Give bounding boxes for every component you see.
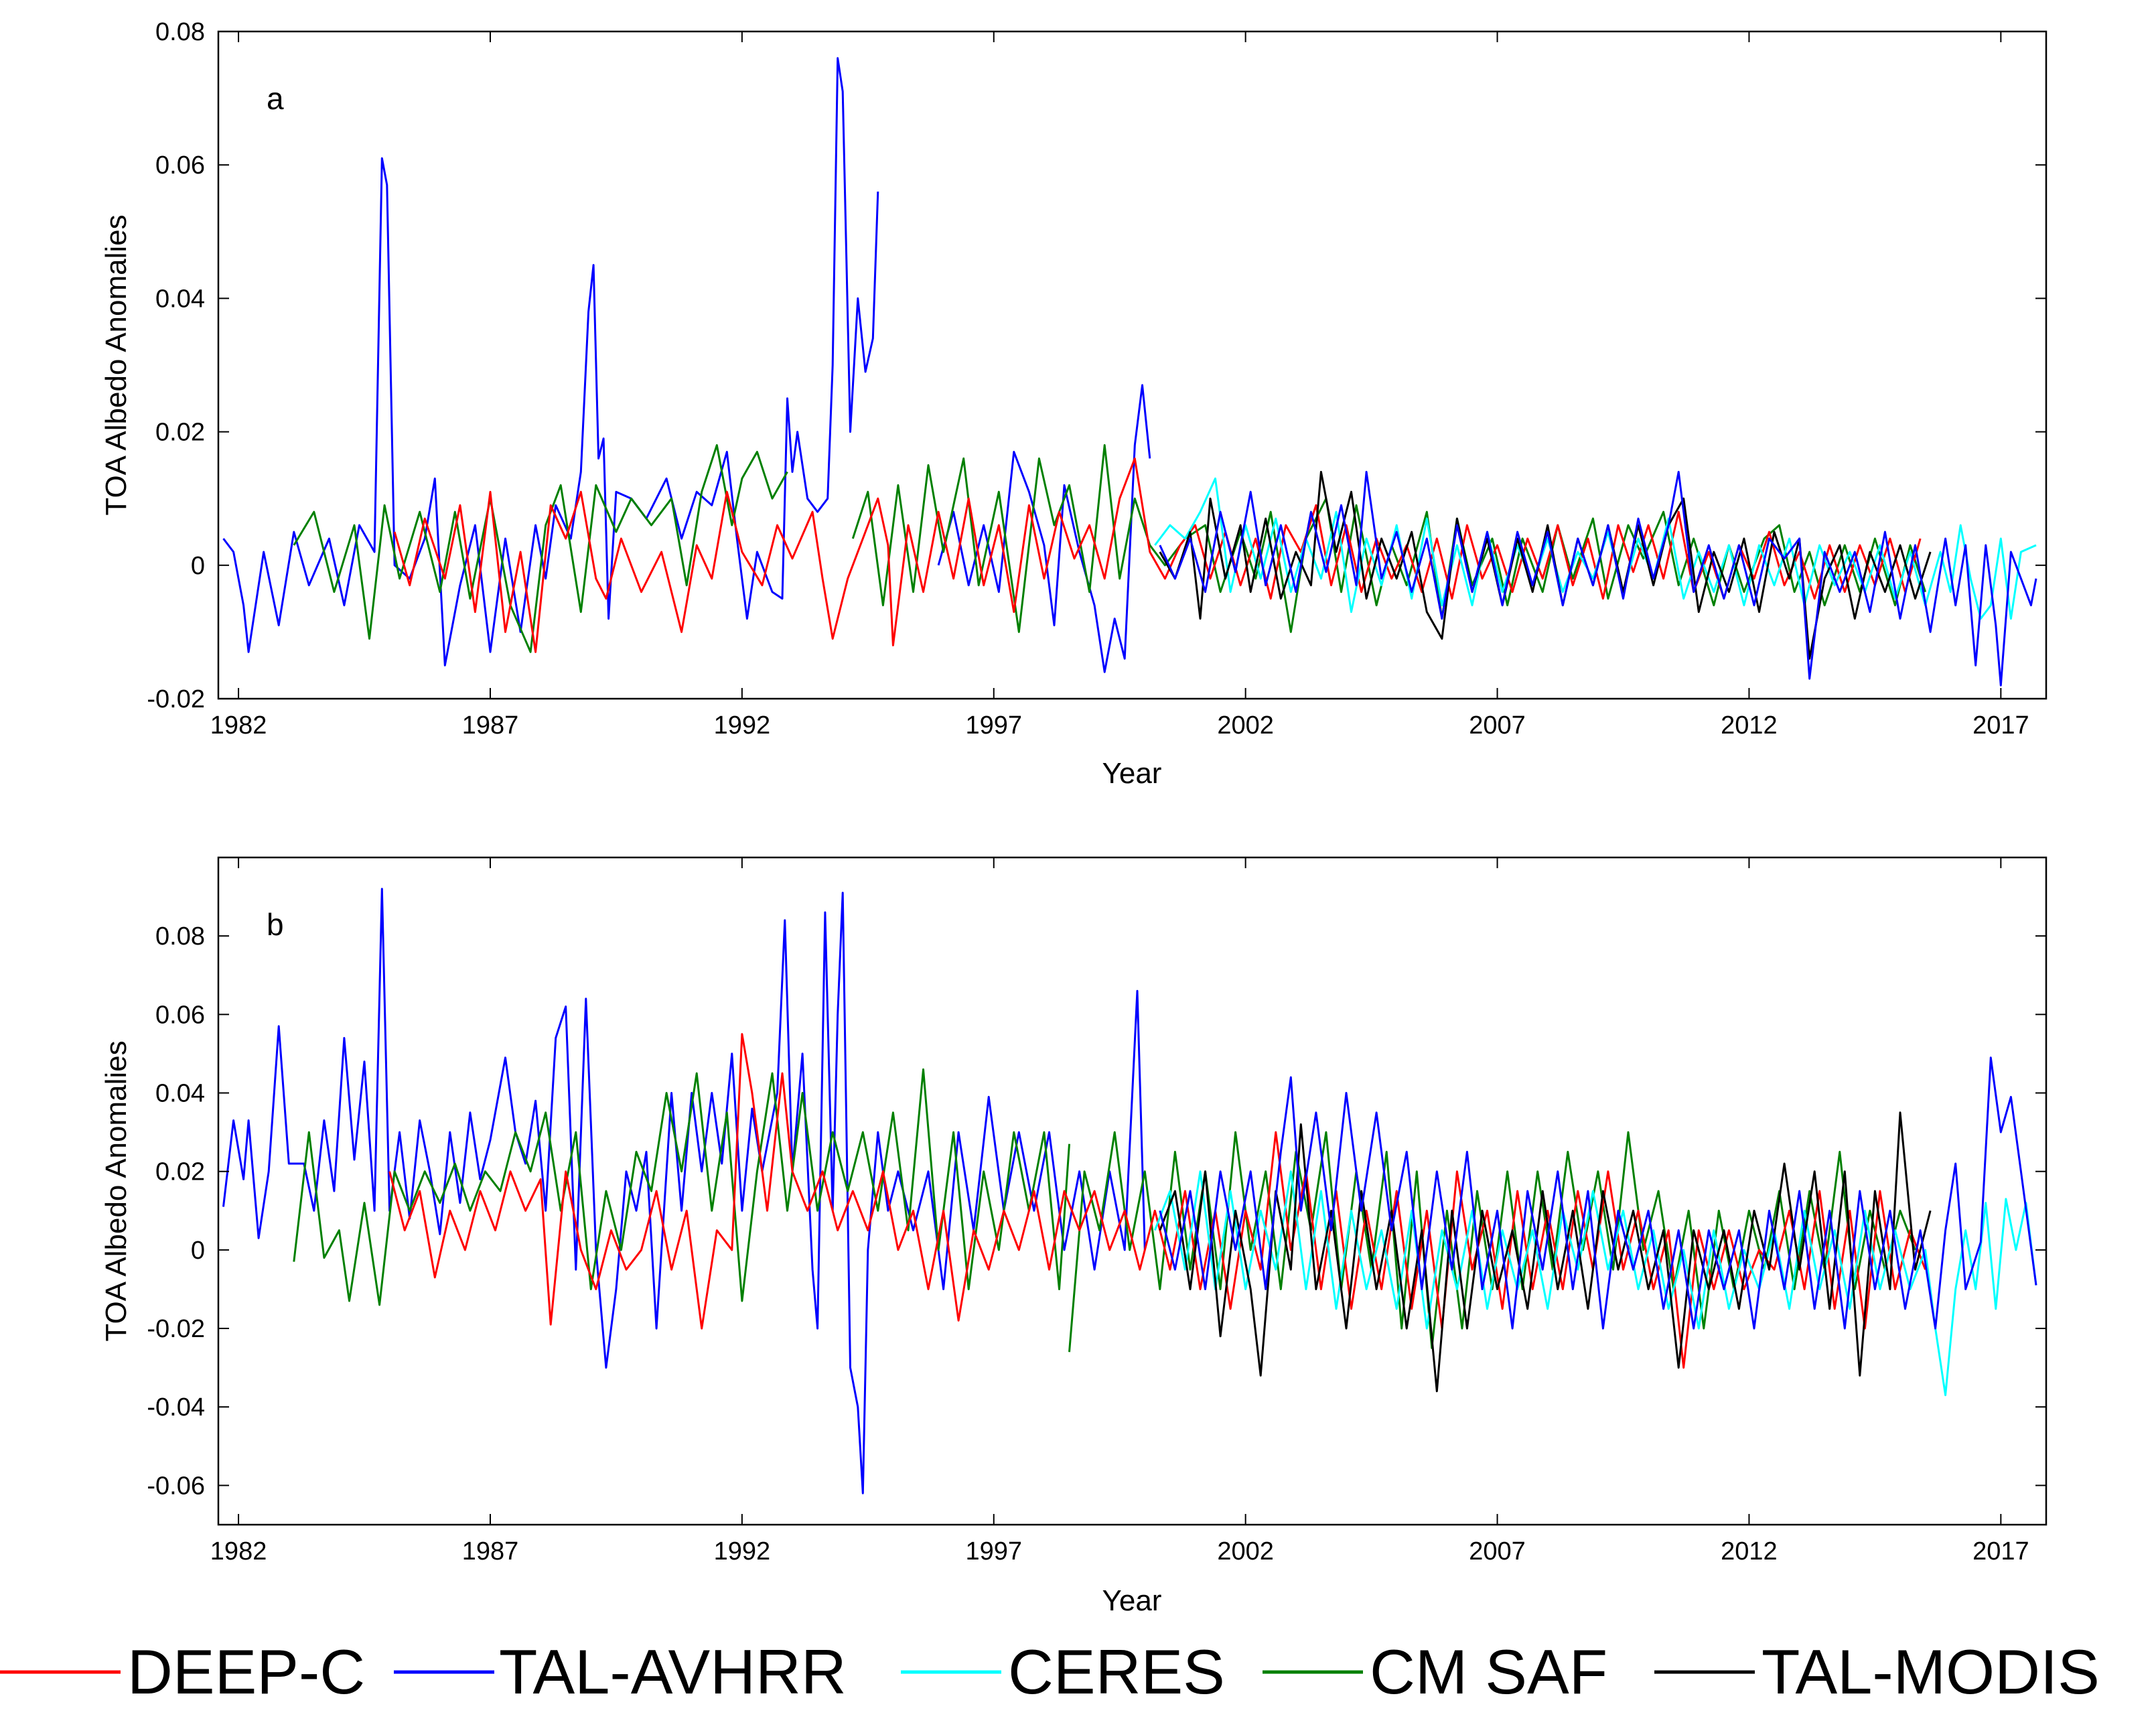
panel-b-series-cm-saf-2 [1068,1131,1916,1353]
panel-b-ytick-label-0.04: 0.04 [155,1080,205,1108]
panel-a-ylabel: TOA Albedo Anomalies [100,214,133,515]
panel-b-ytick-label-0: 0 [191,1237,205,1265]
panel-b-letter: b [267,907,284,942]
panel-b-xtick-label-2002: 2002 [1217,1537,1274,1566]
panel-a-ytick-label-0.08: 0.08 [155,18,205,46]
panel-a-xtick-label-2002: 2002 [1217,711,1274,740]
panel-b: 1982 1987 1992 1997 2002 2007 2012 2017 -0.06 -0.… [100,856,2047,1617]
panel-b-xtick-label-2012: 2012 [1721,1537,1778,1566]
panel-a-xtick-label-2017: 2017 [1972,711,2029,740]
panel-a-series-cm-saf-3 [851,444,1927,633]
panel-a-xtick-label-2007: 2007 [1469,711,1526,740]
panel-b-ticks: 1982 1987 1992 1997 2002 2007 2012 2017 -0.06 -0.… [147,857,2046,1566]
panel-a-xtick-label-1987: 1987 [462,711,519,740]
panel-b-ytick-label-0.02: 0.02 [155,1158,205,1186]
legend-label-cm-saf: CM SAF [1370,1637,1607,1707]
panel-b-ytick-label--0.02: -0.02 [147,1315,205,1343]
panel-a-letter: a [267,81,284,116]
panel-b-ytick-label--0.06: -0.06 [147,1472,205,1500]
panel-b-xtick-label-1997: 1997 [965,1537,1022,1566]
panel-b-ylabel: TOA Albedo Anomalies [100,1040,133,1341]
panel-b-axes-box [217,856,2047,1526]
panel-a-ytick-label--0.02: -0.02 [147,685,205,713]
panel-b-xtick-label-1992: 1992 [714,1537,771,1566]
legend-label-deep-c: DEEP-C [127,1637,365,1707]
panel-a-ytick-label-0: 0 [191,552,205,580]
legend-label-ceres: CERES [1008,1637,1225,1707]
panel-b-xtick-label-1982: 1982 [210,1537,267,1566]
panel-b-series-layer [222,888,2037,1495]
legend-label-tal-modis: TAL-MODIS [1762,1637,2100,1707]
panel-b-series-deep-c-3 [388,1033,1926,1369]
panel-b-xtick-label-2007: 2007 [1469,1537,1526,1566]
panel-b-series-tal-avhrr-6 [1159,1056,2037,1330]
legend-label-tal-avhrr: TAL-AVHRR [499,1637,847,1707]
panel-a-xlabel: Year [1102,757,1162,790]
panel-a-series-cm-saf-2 [293,444,788,653]
panel-b-xtick-label-1987: 1987 [462,1537,519,1566]
panel-b-xlabel: Year [1102,1584,1162,1617]
panel-a-ytick-label-0.02: 0.02 [155,419,205,447]
panel-b-xtick-label-2017: 2017 [1972,1537,2029,1566]
panel-a-series-deep-c-4 [393,457,1922,653]
panel-a-xtick-label-1997: 1997 [965,711,1022,740]
panel-b-ytick-label-0.06: 0.06 [155,1001,205,1029]
panel-a-axes-box [217,30,2047,700]
panel-a-ticks: 1982 1987 1992 1997 2002 2007 2012 2017 -0.02 0 0.… [147,18,2046,740]
legend: DEEP-C TAL-AVHRR CERES CM SAF TAL-MODIS [0,1637,2100,1707]
panel-b-series-ceres-4 [1153,1170,2037,1397]
panel-a: 1982 1987 1992 1997 2002 2007 2012 2017 -0.02 0 0.… [100,18,2047,790]
panel-b-ytick-label-0.08: 0.08 [155,922,205,951]
panel-a-series-layer [222,57,2037,687]
panel-b-ytick-label--0.04: -0.04 [147,1393,205,1422]
panel-a-ytick-label-0.04: 0.04 [155,285,205,313]
panel-a-xtick-label-2012: 2012 [1721,711,1778,740]
panel-a-series-tal-avhrr-7 [1159,470,2037,687]
panel-a-xtick-label-1992: 1992 [714,711,771,740]
panel-a-series-tal-avhrr-1 [937,384,1151,673]
panel-a-xtick-label-1982: 1982 [210,711,267,740]
panel-a-series-tal-avhrr-0 [222,57,879,667]
panel-a-ytick-label-0.06: 0.06 [155,151,205,180]
